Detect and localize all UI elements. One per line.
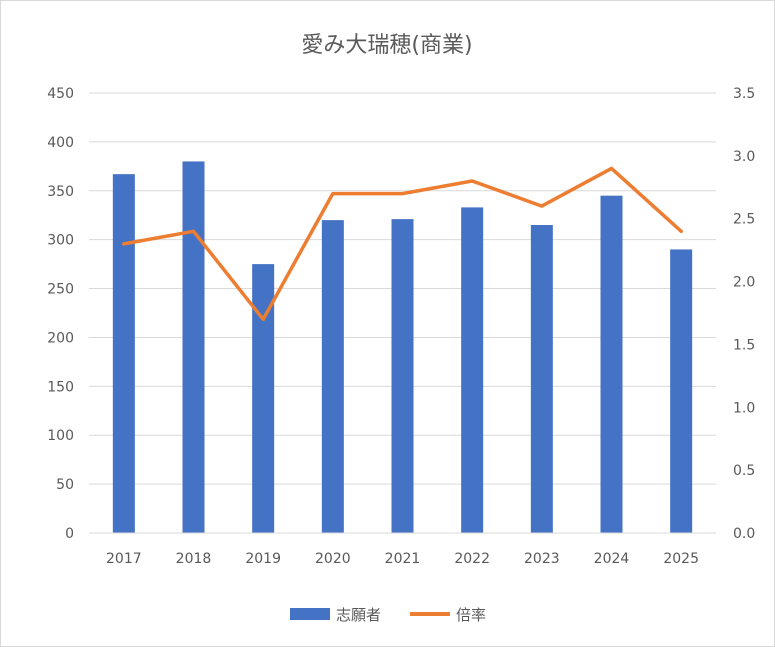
left-tick-label: 400 — [47, 135, 74, 151]
right-tick-label: 0.5 — [733, 463, 755, 479]
line-series — [122, 166, 683, 322]
x-tick-label: 2018 — [176, 551, 212, 567]
bar-2023 — [530, 225, 553, 533]
bar-2025 — [670, 249, 693, 533]
left-tick-label: 100 — [47, 428, 74, 444]
left-tick-label: 200 — [47, 330, 74, 346]
bar-2024 — [600, 195, 623, 533]
x-tick-label: 2022 — [454, 551, 490, 567]
right-tick-label: 2.5 — [733, 212, 755, 228]
x-tick-label: 2019 — [245, 551, 281, 567]
left-tick-label: 50 — [56, 477, 74, 493]
left-tick-label: 150 — [47, 379, 74, 395]
legend-label-line: 倍率 — [456, 606, 486, 624]
bar-2022 — [461, 207, 484, 533]
bar-series — [112, 161, 693, 533]
x-tick-label: 2021 — [385, 551, 421, 567]
right-axis: 0.0 0.5 1.0 1.5 2.0 2.5 3.0 3.5 — [733, 86, 755, 542]
x-tick-label: 2017 — [106, 551, 142, 567]
x-tick-label: 2023 — [524, 551, 560, 567]
left-axis: 0 50 100 150 200 250 300 350 400 450 — [47, 86, 74, 542]
right-tick-label: 2.0 — [733, 275, 755, 291]
bar-2017 — [112, 174, 135, 533]
bar-2019 — [252, 264, 275, 533]
legend: 志願者 倍率 — [290, 606, 486, 624]
chart-title: 愛み大瑞穂(商業) — [301, 33, 472, 58]
right-tick-label: 3.0 — [733, 149, 755, 165]
bar-2021 — [391, 219, 414, 533]
left-tick-label: 300 — [47, 233, 74, 249]
legend-label-bar: 志願者 — [336, 606, 381, 624]
right-tick-label: 3.5 — [733, 86, 755, 102]
left-tick-label: 250 — [47, 282, 74, 298]
right-tick-label: 1.5 — [733, 337, 755, 353]
left-tick-label: 450 — [47, 86, 74, 102]
x-tick-label: 2025 — [663, 551, 699, 567]
x-tick-label: 2024 — [594, 551, 630, 567]
bar-2018 — [182, 161, 205, 533]
left-tick-label: 350 — [47, 184, 74, 200]
left-tick-label: 0 — [65, 526, 74, 542]
right-tick-label: 1.0 — [733, 400, 755, 416]
legend-swatch-bar — [290, 608, 330, 620]
bar-2020 — [321, 220, 344, 533]
x-tick-label: 2020 — [315, 551, 351, 567]
x-axis: 2017 2018 2019 2020 2021 2022 2023 2024 2025 — [89, 532, 716, 567]
right-tick-label: 0.0 — [733, 526, 755, 542]
